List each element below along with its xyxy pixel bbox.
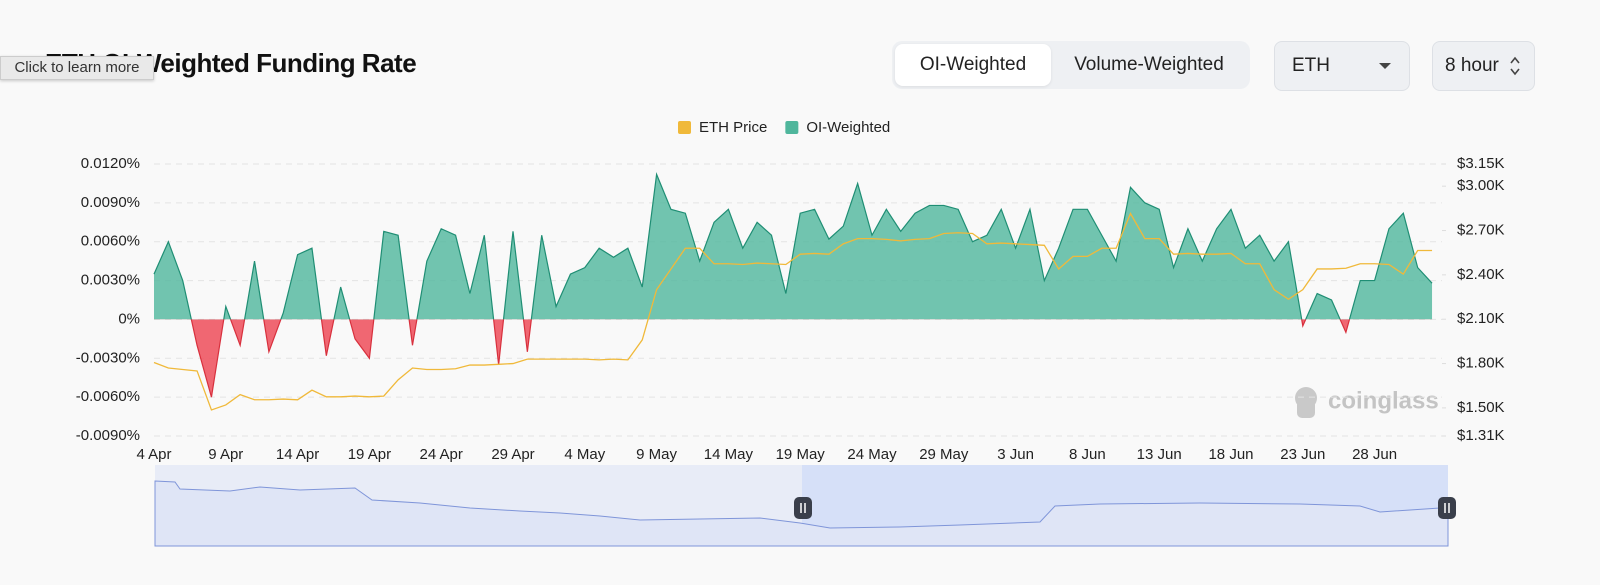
y-tick-label: 0.0090% (81, 194, 140, 211)
x-tick-label: 4 Apr (136, 446, 171, 463)
x-tick-label: 28 Jun (1352, 446, 1397, 463)
y2-tick-label: $3.00K (1457, 177, 1505, 194)
x-tick-label: 19 May (776, 446, 826, 463)
y-tick-label: 0.0120% (81, 155, 140, 172)
y2-tick-label: $1.50K (1457, 399, 1505, 416)
y2-tick-label: $1.31K (1457, 427, 1505, 444)
x-tick-label: 9 May (636, 446, 677, 463)
legend-swatch (785, 121, 799, 134)
y-tick-label: -0.0060% (76, 388, 140, 405)
legend-label: ETH Price (699, 119, 767, 136)
price-line (153, 212, 1433, 411)
symbol-select[interactable]: ETH (1274, 41, 1410, 91)
y-tick-label: -0.0030% (76, 349, 140, 366)
y-tick-label: -0.0090% (76, 427, 140, 444)
interval: 8 hour (1445, 55, 1499, 76)
legend-swatch (678, 121, 691, 134)
x-tick-label: 14 Apr (276, 446, 319, 463)
y-tick-label: 0% (118, 310, 140, 327)
x-tick-label: 29 May (919, 446, 969, 463)
negative-area (154, 319, 1433, 398)
x-tick-label: 24 Apr (420, 446, 463, 463)
positive-line (153, 172, 1433, 320)
x-tick-label: 23 Jun (1280, 446, 1325, 463)
legend-label: OI-Weighted (806, 119, 890, 136)
interval-select[interactable]: 8 hour (1432, 41, 1535, 91)
navigator[interactable] (154, 465, 1456, 547)
tooltip: Click to learn more (0, 56, 154, 80)
tab[interactable]: OI-Weighted (895, 44, 1051, 86)
x-tick-label: 24 May (847, 446, 897, 463)
x-tick-label: 9 Apr (208, 446, 243, 463)
x-tick-label: 4 May (564, 446, 605, 463)
tab[interactable]: Volume-Weighted (1074, 54, 1224, 75)
x-tick-label: 18 Jun (1208, 446, 1253, 463)
x-tick-label: 14 May (704, 446, 754, 463)
y2-tick-label: $2.10K (1457, 310, 1505, 327)
positive-area (154, 174, 1433, 320)
symbol: ETH (1292, 55, 1330, 76)
y2-tick-label: $3.15K (1457, 155, 1505, 172)
x-tick-label: 3 Jun (997, 446, 1034, 463)
x-tick-label: 8 Jun (1069, 446, 1106, 463)
x-tick-label: 19 Apr (348, 446, 391, 463)
y2-tick-label: $1.80K (1457, 355, 1505, 372)
spinner (1510, 56, 1520, 76)
watermark-text: coinglass (1328, 387, 1439, 414)
tab-group: OI-Weighted Volume-Weighted (892, 41, 1250, 89)
negative-line (190, 319, 1351, 398)
y2-tick-label: $2.70K (1457, 221, 1505, 238)
x-tick-label: 29 Apr (491, 446, 534, 463)
y-tick-label: 0.0060% (81, 233, 140, 250)
y-tick-label: 0.0030% (81, 272, 140, 289)
legend: ETH Price OI-Weighted (678, 119, 890, 136)
caret (1379, 63, 1391, 69)
x-tick-label: 13 Jun (1137, 446, 1182, 463)
watermark: coinglass (1295, 387, 1439, 418)
y2-tick-label: $2.40K (1457, 266, 1505, 283)
